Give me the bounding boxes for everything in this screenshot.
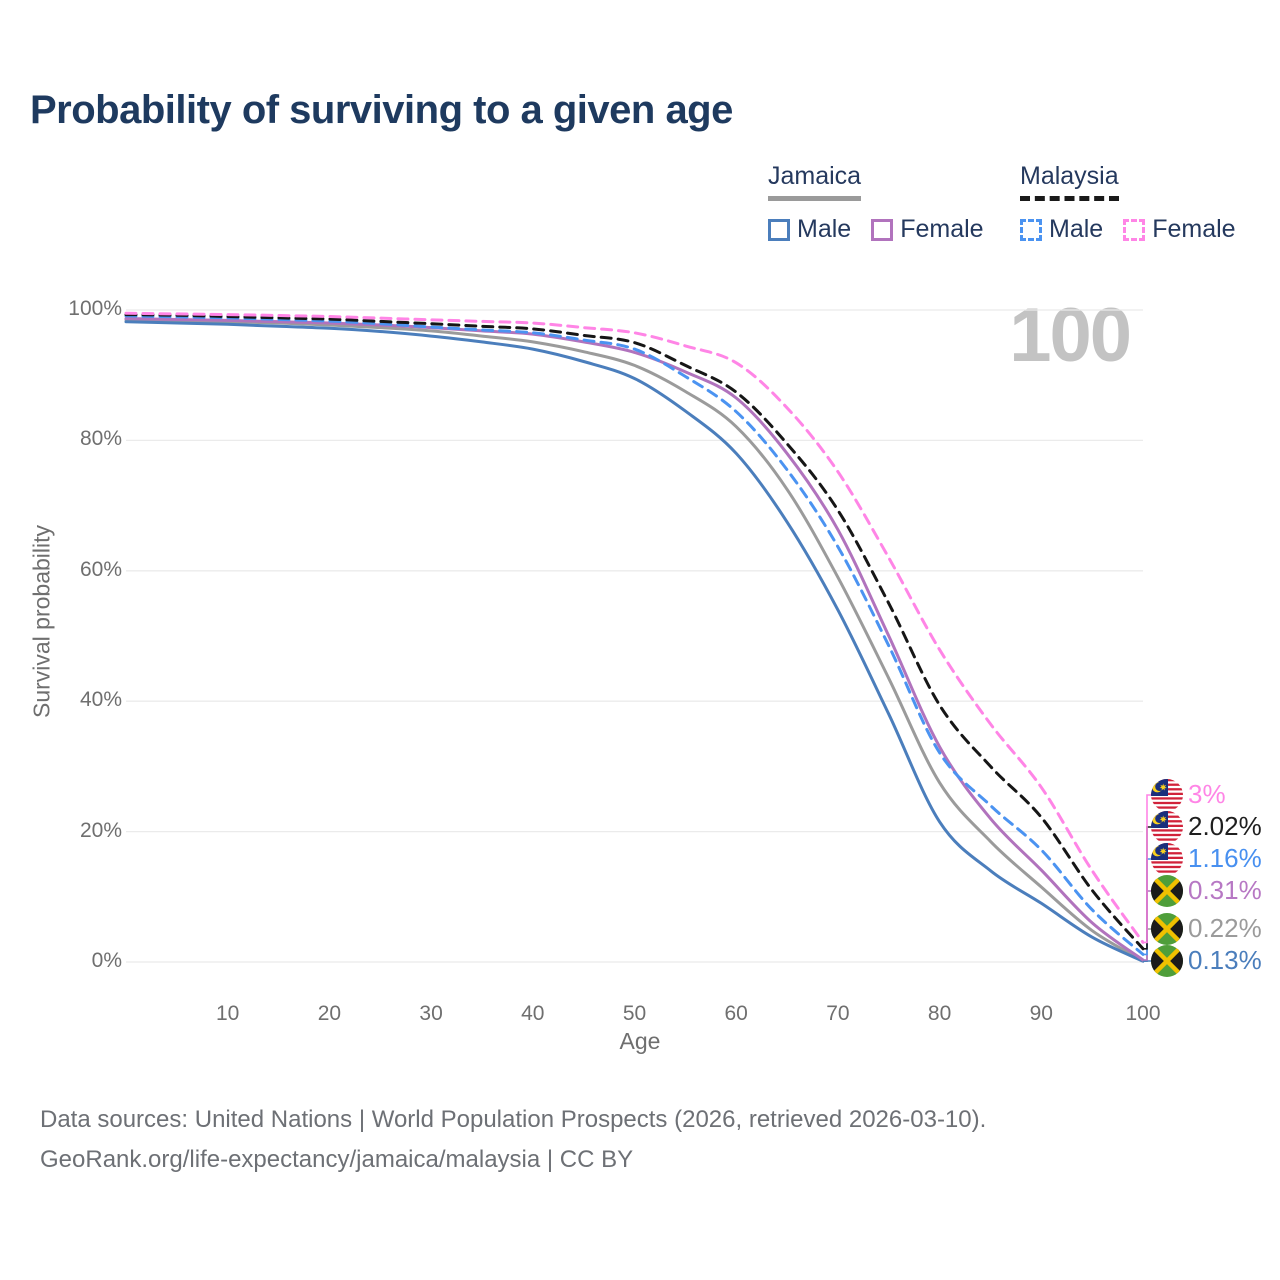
- y-tick-label: 40%: [79, 688, 122, 712]
- footer-line-1: Data sources: United Nations | World Pop…: [40, 1106, 987, 1133]
- malaysia-female-line-swatch-icon: [1123, 218, 1146, 241]
- legend-item-label: Female: [900, 215, 984, 243]
- x-tick-label: 70: [826, 1002, 850, 1025]
- legend-item-label: Male: [1049, 215, 1104, 243]
- x-tick-label: 60: [724, 1002, 748, 1025]
- page-title: Probability of surviving to a given age: [30, 88, 733, 132]
- malaysia-flag-icon: [1151, 843, 1183, 875]
- jamaica-flag-icon: [1151, 913, 1183, 945]
- x-tick-label: 50: [622, 1002, 647, 1025]
- malaysia-flag-icon: [1151, 811, 1183, 843]
- legend-header-jamaica[interactable]: Jamaica: [768, 162, 862, 201]
- legend-item-malaysia-male[interactable]: Male: [1020, 215, 1103, 244]
- legend-item-label: Male: [797, 215, 852, 243]
- legend-item-malaysia-female[interactable]: Female: [1123, 215, 1236, 244]
- legend-item-jamaica-male[interactable]: Male: [768, 215, 851, 244]
- legend-group-jamaica: Jamaica Male Female: [768, 162, 984, 244]
- y-tick-label: 80%: [79, 427, 122, 451]
- x-tick-label: 100: [1125, 1002, 1161, 1025]
- x-tick-label: 80: [927, 1002, 952, 1025]
- legend-item-jamaica-female[interactable]: Female: [871, 215, 984, 244]
- series-line-malaysia-total[interactable]: [124, 313, 1145, 951]
- y-tick-label: 20%: [79, 818, 122, 842]
- x-tick-label: 90: [1029, 1002, 1053, 1025]
- x-tick-label: 30: [419, 1002, 443, 1025]
- x-tick-label: 20: [317, 1002, 342, 1025]
- end-label-jamaica-total: 0.22%: [1188, 913, 1262, 943]
- legend-header-malaysia[interactable]: Malaysia: [1020, 162, 1119, 201]
- y-tick-label: 60%: [79, 557, 122, 581]
- end-label-malaysia-total: 2.02%: [1188, 811, 1262, 841]
- x-axis-title: Age: [619, 1028, 661, 1054]
- legend-item-label: Female: [1152, 215, 1236, 243]
- end-label-jamaica-female: 0.31%: [1188, 875, 1262, 905]
- series-line-jamaica-female[interactable]: [124, 316, 1145, 962]
- end-label-jamaica-male: 0.13%: [1188, 945, 1262, 975]
- end-label-malaysia-female: 3%: [1188, 779, 1226, 809]
- age-watermark: 100: [1009, 293, 1132, 378]
- jamaica-flag-icon: [1151, 875, 1183, 907]
- end-label-malaysia-male: 1.16%: [1188, 843, 1262, 873]
- series-line-jamaica-total[interactable]: [124, 318, 1145, 963]
- x-tick-label: 40: [521, 1002, 545, 1025]
- x-tick-label: 10: [216, 1002, 240, 1025]
- jamaica-flag-icon: [1151, 945, 1183, 977]
- series-line-malaysia-male[interactable]: [124, 314, 1145, 956]
- jamaica-male-line-swatch-icon: [768, 218, 790, 241]
- end-label-connector: [1143, 794, 1151, 944]
- y-tick-label: 0%: [91, 949, 122, 972]
- legend-group-malaysia: Malaysia Male Female: [1020, 162, 1236, 244]
- series-line-malaysia-female[interactable]: [124, 311, 1145, 944]
- series-line-jamaica-male[interactable]: [124, 320, 1145, 963]
- y-tick-label: 100%: [68, 297, 122, 320]
- malaysia-flag-icon: [1151, 779, 1183, 811]
- footer-line-2: GeoRank.org/life-expectancy/jamaica/mala…: [40, 1146, 634, 1173]
- jamaica-female-line-swatch-icon: [871, 218, 894, 241]
- malaysia-male-line-swatch-icon: [1020, 218, 1042, 241]
